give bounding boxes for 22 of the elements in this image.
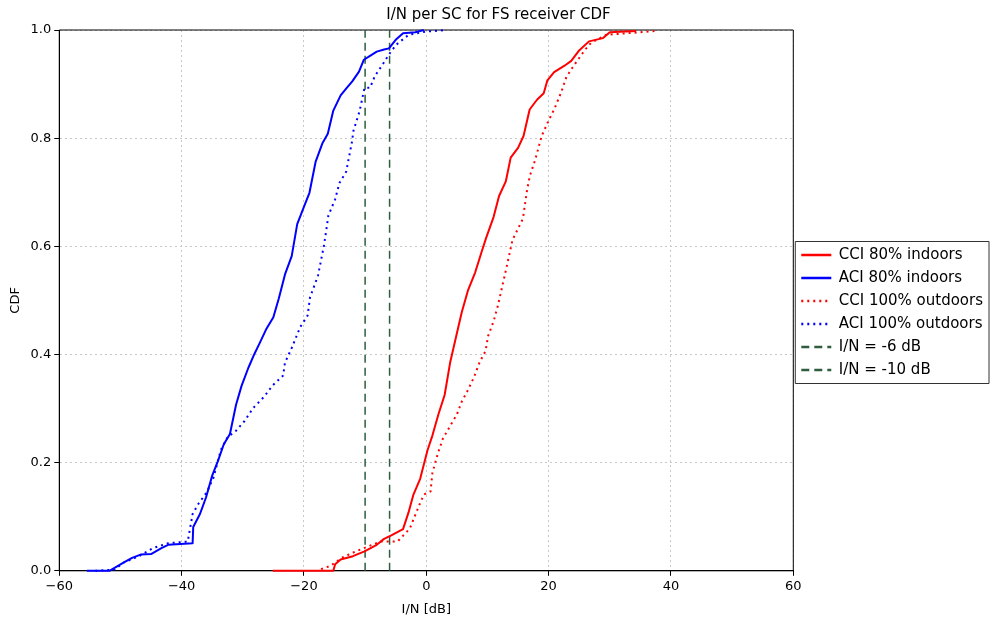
y-tick-label: 1.0 — [30, 21, 52, 37]
legend-label: ACI 80% indoors — [838, 267, 963, 286]
x-axis-title: I/N [dB] — [401, 600, 451, 616]
legend-label: ACI 100% outdoors — [838, 313, 983, 332]
chart-title: I/N per SC for FS receiver CDF — [386, 4, 611, 23]
y-tick-label: 0.0 — [30, 562, 52, 578]
x-tick-label: −20 — [290, 577, 318, 593]
x-tick-label: −40 — [167, 577, 196, 593]
y-tick-label: 0.4 — [30, 345, 52, 361]
legend-label: I/N = -10 dB — [838, 359, 931, 378]
y-axis-title: CDF — [7, 287, 23, 314]
y-tick-label: 0.8 — [30, 129, 52, 145]
legend-label: I/N = -6 dB — [838, 336, 922, 355]
x-tick-label: 40 — [662, 577, 680, 593]
x-tick-label: −60 — [45, 577, 73, 593]
x-tick-label: 20 — [540, 577, 557, 593]
y-tick-label: 0.2 — [30, 454, 52, 470]
y-tick-label: 0.6 — [30, 237, 52, 253]
x-tick-label: 0 — [422, 577, 431, 593]
legend-label: CCI 80% indoors — [838, 244, 963, 263]
legend-label: CCI 100% outdoors — [838, 290, 984, 309]
x-tick-label: 60 — [785, 577, 802, 593]
